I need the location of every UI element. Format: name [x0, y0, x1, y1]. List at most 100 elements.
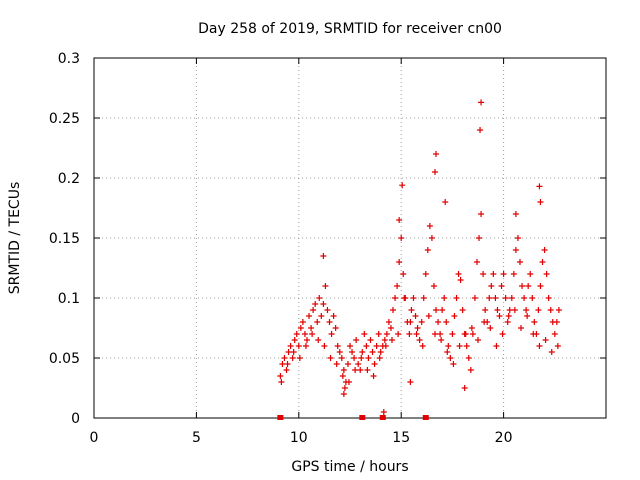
data-point	[351, 355, 358, 361]
data-point	[353, 337, 360, 343]
data-point	[340, 391, 347, 397]
data-point	[502, 295, 509, 301]
data-point	[433, 307, 440, 313]
data-point	[332, 325, 339, 331]
data-point	[445, 343, 452, 349]
data-point	[295, 343, 302, 349]
data-point	[535, 307, 542, 313]
data-point	[306, 313, 313, 319]
data-point	[287, 343, 294, 349]
data-point	[548, 349, 555, 355]
data-point	[283, 367, 290, 373]
data-point	[476, 235, 483, 241]
x-axis-label: GPS time / hours	[291, 459, 408, 475]
data-point	[444, 349, 451, 355]
data-point	[433, 151, 440, 157]
data-point	[543, 271, 550, 277]
data-point	[473, 259, 480, 265]
data-point	[469, 331, 476, 337]
data-point	[407, 379, 414, 385]
data-point	[290, 349, 297, 355]
data-point	[505, 313, 512, 319]
data-point	[431, 331, 438, 337]
data-point	[442, 199, 449, 205]
data-point	[365, 355, 372, 361]
data-point	[322, 283, 329, 289]
data-point	[451, 313, 458, 319]
data-point	[380, 409, 387, 415]
data-point	[375, 331, 382, 337]
y-tick-label: 0.3	[58, 51, 80, 67]
data-point	[408, 307, 415, 313]
data-point	[422, 271, 429, 277]
data-point	[536, 343, 543, 349]
data-point	[281, 355, 288, 361]
data-point	[297, 325, 304, 331]
data-point	[382, 343, 389, 349]
data-point	[435, 319, 442, 325]
data-point	[347, 343, 353, 349]
data-point	[512, 211, 519, 217]
data-point	[539, 259, 546, 265]
data-point	[463, 343, 470, 349]
data-point	[414, 325, 421, 331]
data-point	[541, 247, 548, 253]
chart-title: Day 258 of 2019, SRMTID for receiver cn0…	[198, 21, 502, 37]
data-point	[315, 337, 322, 343]
data-point	[395, 331, 402, 337]
data-point	[357, 367, 364, 373]
data-point	[399, 182, 406, 189]
data-point	[406, 331, 413, 337]
data-point	[510, 271, 517, 277]
data-point	[437, 331, 444, 337]
x-tick-label: 10	[290, 430, 308, 446]
data-point	[492, 295, 499, 301]
data-point	[524, 313, 531, 319]
data-point	[277, 373, 284, 379]
data-point	[412, 313, 419, 319]
data-point	[494, 307, 501, 313]
data-point	[536, 183, 543, 190]
data-point	[450, 361, 457, 367]
data-point	[341, 385, 348, 391]
data-point	[496, 313, 503, 319]
x-tick-label: 20	[495, 430, 513, 446]
data-point	[555, 307, 562, 313]
data-point	[336, 349, 343, 355]
data-point	[312, 301, 319, 307]
data-point	[376, 355, 383, 361]
data-point	[309, 331, 316, 337]
data-point	[316, 295, 323, 301]
data-point	[455, 271, 462, 277]
zero-marker	[277, 415, 284, 420]
data-point	[334, 343, 341, 349]
data-point	[525, 283, 532, 289]
data-point	[478, 99, 485, 106]
data-point	[457, 277, 464, 283]
data-point	[551, 331, 558, 337]
data-point	[358, 355, 365, 361]
data-point	[352, 367, 359, 373]
data-point	[349, 349, 356, 355]
data-point	[407, 319, 414, 325]
data-point	[542, 337, 549, 343]
data-point	[430, 283, 437, 289]
data-point	[396, 217, 403, 223]
y-tick-label: 0.15	[49, 231, 80, 247]
data-point	[537, 283, 544, 289]
data-point	[498, 283, 505, 289]
data-point	[425, 313, 432, 319]
data-point	[361, 331, 368, 337]
data-point	[529, 295, 536, 301]
data-point	[285, 349, 292, 355]
data-point	[340, 367, 347, 373]
data-point	[490, 271, 497, 277]
zero-marker	[422, 415, 429, 420]
data-point	[486, 295, 493, 301]
data-point	[390, 307, 397, 313]
data-point	[516, 259, 523, 265]
data-point	[511, 307, 518, 313]
y-tick-label: 0	[71, 411, 80, 427]
data-point	[514, 235, 521, 241]
